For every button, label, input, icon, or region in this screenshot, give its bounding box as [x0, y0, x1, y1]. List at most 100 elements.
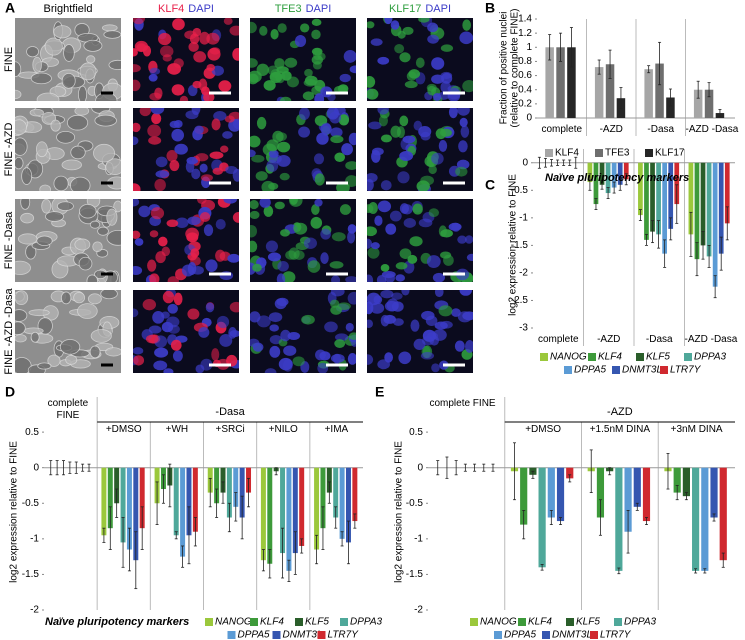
- column-header: Brightfield: [44, 3, 93, 15]
- bar: [239, 467, 245, 518]
- nucleus: [457, 235, 467, 244]
- nucleus: [370, 302, 385, 314]
- cell: [26, 46, 39, 58]
- bar: [556, 467, 565, 522]
- cell: [70, 145, 86, 160]
- x-tick-label: complete: [541, 124, 583, 135]
- nucleus: [465, 235, 473, 244]
- nucleus: [371, 149, 381, 163]
- bar: [233, 467, 239, 507]
- bar: [299, 467, 305, 546]
- nucleus: [311, 204, 320, 216]
- cell: [101, 24, 118, 32]
- legend-swatch: [518, 618, 526, 626]
- cell: [65, 354, 78, 365]
- bar: [226, 467, 232, 518]
- nucleus: [407, 254, 418, 264]
- nucleus: [270, 28, 279, 40]
- cell: [79, 62, 97, 81]
- nucleus: [179, 95, 189, 101]
- bar: [694, 162, 700, 260]
- bar: [724, 162, 730, 224]
- column-header-part: KLF4: [158, 3, 184, 15]
- nucleus: [314, 115, 328, 127]
- nucleus: [345, 276, 356, 282]
- nucleus: [250, 210, 260, 220]
- nucleus: [324, 321, 338, 333]
- bar: [655, 63, 664, 118]
- row-label: FINE: [3, 47, 15, 72]
- nucleus: [438, 225, 447, 237]
- cell: [83, 39, 103, 52]
- nucleus: [251, 154, 265, 163]
- legend-label: KLF4: [260, 617, 284, 628]
- nucleus: [348, 332, 356, 340]
- nucleus: [133, 136, 139, 146]
- column-header: KLF17 DAPI: [389, 3, 451, 15]
- nucleus: [334, 152, 346, 162]
- bar: [133, 467, 139, 561]
- nucleus: [223, 18, 233, 25]
- nucleus: [466, 253, 473, 262]
- legend-swatch: [595, 149, 603, 157]
- legend-label: LTR7Y: [670, 365, 702, 376]
- bar: [633, 467, 641, 507]
- nucleus: [349, 65, 356, 74]
- nucleus: [264, 368, 277, 373]
- nucleus: [337, 84, 349, 94]
- nucleus: [368, 121, 382, 130]
- cell: [87, 293, 102, 305]
- row-label: FINE -AZD -Dasa: [3, 288, 15, 375]
- nucleus: [172, 350, 183, 362]
- nucleus: [252, 263, 262, 272]
- bar: [320, 467, 326, 529]
- bar: [644, 162, 649, 240]
- nucleus: [435, 128, 447, 140]
- nucleus: [420, 352, 435, 360]
- legend-label: KLF4: [555, 148, 579, 159]
- micrograph: [250, 108, 356, 191]
- nucleus: [266, 139, 279, 152]
- nucleus: [345, 322, 354, 332]
- micrograph: [250, 18, 356, 101]
- bar: [693, 89, 703, 118]
- nucleus: [343, 49, 356, 63]
- nucleus: [209, 151, 224, 159]
- nucleus: [148, 136, 162, 145]
- nucleus: [189, 33, 200, 45]
- nucleus: [427, 34, 439, 44]
- nucleus: [383, 314, 396, 324]
- bar: [688, 162, 694, 235]
- nucleus: [211, 118, 221, 131]
- nucleus: [370, 38, 383, 46]
- bar: [314, 467, 320, 550]
- nucleus: [133, 18, 146, 25]
- micrograph: [367, 199, 473, 282]
- nucleus: [138, 205, 151, 218]
- legend-label: DPPA5: [238, 630, 270, 640]
- nucleus: [172, 18, 185, 31]
- cell: [90, 329, 112, 343]
- nucleus: [198, 327, 210, 338]
- nucleus: [380, 263, 390, 272]
- micrograph: [133, 290, 239, 373]
- nucleus: [281, 70, 292, 81]
- nucleus: [314, 173, 325, 186]
- nucleus: [133, 308, 139, 318]
- bar: [611, 162, 617, 188]
- nucleus: [448, 222, 462, 231]
- nucleus: [348, 132, 356, 146]
- nucleus: [399, 248, 412, 259]
- nucleus: [448, 108, 458, 119]
- bar: [120, 467, 126, 543]
- nucleus: [218, 80, 232, 92]
- nucleus: [162, 290, 175, 304]
- nucleus: [268, 149, 279, 158]
- bar: [139, 467, 145, 529]
- row-label: FINE -AZD: [3, 123, 15, 177]
- nucleus: [384, 352, 393, 363]
- cell: [36, 141, 48, 158]
- nucleus: [339, 204, 351, 215]
- panel-label: E: [375, 384, 384, 400]
- cell: [15, 321, 26, 335]
